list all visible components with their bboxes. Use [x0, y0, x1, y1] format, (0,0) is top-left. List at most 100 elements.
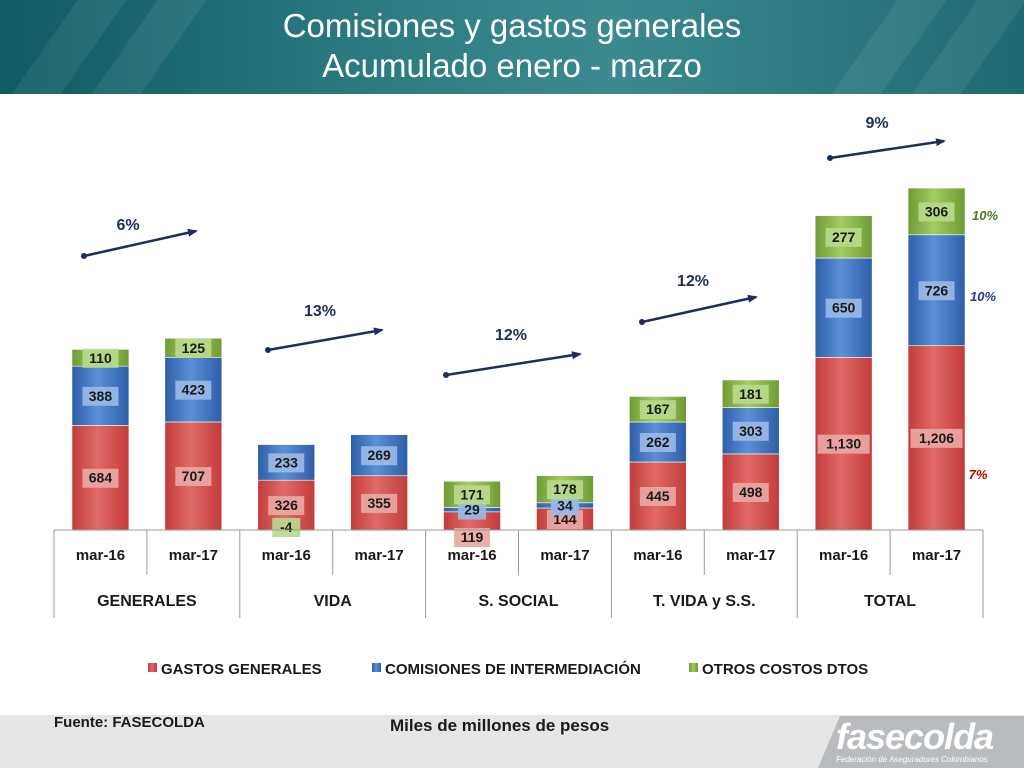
data-label-box: [175, 380, 212, 400]
legend-label: OTROS COSTOS DTOS: [702, 661, 868, 678]
data-label: 125: [182, 340, 206, 356]
data-label-box: [175, 338, 212, 358]
data-label-box: [272, 518, 301, 537]
data-label-box: [639, 487, 676, 507]
fasecolda-logo-subtitle: Federación de Aseguradores Colombianos: [836, 755, 988, 764]
data-label: 1,130: [826, 436, 861, 452]
data-label-box: [825, 227, 862, 247]
category-tick-label: mar-17: [355, 547, 404, 564]
category-tick-label: mar-16: [262, 547, 311, 564]
data-label: -4: [280, 519, 293, 535]
data-label: 171: [460, 486, 484, 502]
data-label: 1,206: [919, 430, 954, 446]
data-label: 388: [89, 388, 113, 404]
data-label-box: [82, 348, 119, 368]
data-label: 233: [275, 454, 299, 470]
fasecolda-logo-background: [818, 716, 1024, 768]
source-note: Fuente: FASECOLDA: [54, 714, 205, 731]
growth-arrow-tail: [265, 347, 271, 353]
group-label: T. VIDA y S.S.: [653, 593, 756, 610]
category-tick-label: mar-16: [633, 547, 682, 564]
category-tick-label: mar-17: [169, 547, 218, 564]
growth-label: 9%: [865, 115, 888, 132]
data-label: 167: [646, 401, 670, 417]
data-label: 326: [275, 497, 299, 513]
data-label: 650: [832, 300, 856, 316]
data-label-box: [918, 202, 955, 222]
data-label-box: [82, 386, 119, 406]
category-tick-label: mar-16: [447, 547, 496, 564]
data-label-box: [825, 298, 862, 318]
data-label: 726: [925, 282, 949, 298]
category-tick-label: mar-17: [726, 547, 775, 564]
category-tick-label: mar-17: [912, 547, 961, 564]
growth-label: 6%: [116, 217, 139, 234]
growth-arrow-tail: [443, 372, 449, 378]
data-label-box: [458, 500, 487, 520]
data-label: 181: [739, 386, 763, 402]
growth-arrow: [83, 228, 198, 258]
data-label: 269: [367, 447, 391, 463]
data-label-box: [550, 496, 579, 516]
legend-label: COMISIONES DE INTERMEDIACIÓN: [385, 660, 641, 678]
side-growth-comisiones: 10%: [970, 289, 996, 304]
data-label: 684: [89, 470, 113, 486]
growth-arrow-tail: [827, 155, 833, 161]
data-label-box: [268, 453, 305, 473]
growth-label: 12%: [677, 273, 709, 290]
data-label: 34: [557, 497, 573, 513]
group-label: TOTAL: [864, 593, 916, 610]
data-label-box: [454, 485, 491, 505]
data-label-box: [639, 400, 676, 420]
title-line-1: Comisiones y gastos generales: [282, 7, 742, 44]
legend-swatch: [372, 663, 381, 672]
category-tick-label: mar-16: [76, 547, 125, 564]
growth-label: 13%: [304, 303, 336, 320]
data-label-box: [175, 466, 212, 486]
data-label: 119: [461, 529, 484, 545]
page-title: Comisiones y gastos generales Acumulado …: [0, 6, 1024, 86]
data-label-box: [361, 446, 398, 466]
data-label: 303: [739, 423, 763, 439]
data-label: 277: [832, 229, 856, 245]
growth-arrow-tail: [639, 319, 645, 325]
data-label-box: [732, 421, 769, 441]
title-line-2: Acumulado enero - marzo: [322, 47, 702, 84]
fasecolda-logo: fasecolda: [836, 716, 994, 757]
data-label: 29: [464, 502, 480, 518]
category-tick-label: mar-16: [819, 547, 868, 564]
data-label-box: [918, 281, 955, 301]
group-label: GENERALES: [97, 593, 197, 610]
data-label-box: [910, 428, 963, 448]
data-label-box: [732, 384, 769, 404]
legend-swatch: [689, 663, 698, 672]
data-label: 423: [182, 382, 206, 398]
side-growth-gastos: 7%: [969, 467, 988, 482]
data-label-box: [732, 482, 769, 502]
data-label-box: [639, 432, 676, 452]
side-growth-otros: 10%: [972, 208, 998, 223]
data-label: 498: [739, 484, 763, 500]
data-label-box: [268, 496, 305, 516]
data-label: 306: [925, 203, 949, 219]
legend-swatch: [148, 663, 157, 672]
growth-label: 12%: [495, 327, 527, 344]
data-label: 178: [553, 481, 577, 497]
legend-label: GASTOS GENERALES: [161, 661, 322, 678]
growth-arrow: [829, 138, 946, 160]
data-label-box: [546, 480, 583, 500]
data-label: 262: [646, 434, 670, 450]
group-label: VIDA: [314, 593, 353, 610]
units-note: Miles de millones de pesos: [390, 716, 610, 735]
growth-arrow: [445, 351, 582, 377]
data-label: 110: [89, 350, 112, 366]
data-label-box: [454, 528, 491, 547]
group-label: S. SOCIAL: [478, 593, 558, 610]
data-label-box: [82, 468, 119, 488]
data-label-box: [817, 434, 870, 454]
data-label-box: [361, 493, 398, 513]
growth-arrow-tail: [81, 253, 87, 259]
stacked-bar-chart: 684 388 110 707 423 125 326 233 -4 355 269 119 29171…: [53, 115, 998, 678]
data-label: 355: [367, 495, 391, 511]
data-label: 445: [646, 488, 670, 504]
